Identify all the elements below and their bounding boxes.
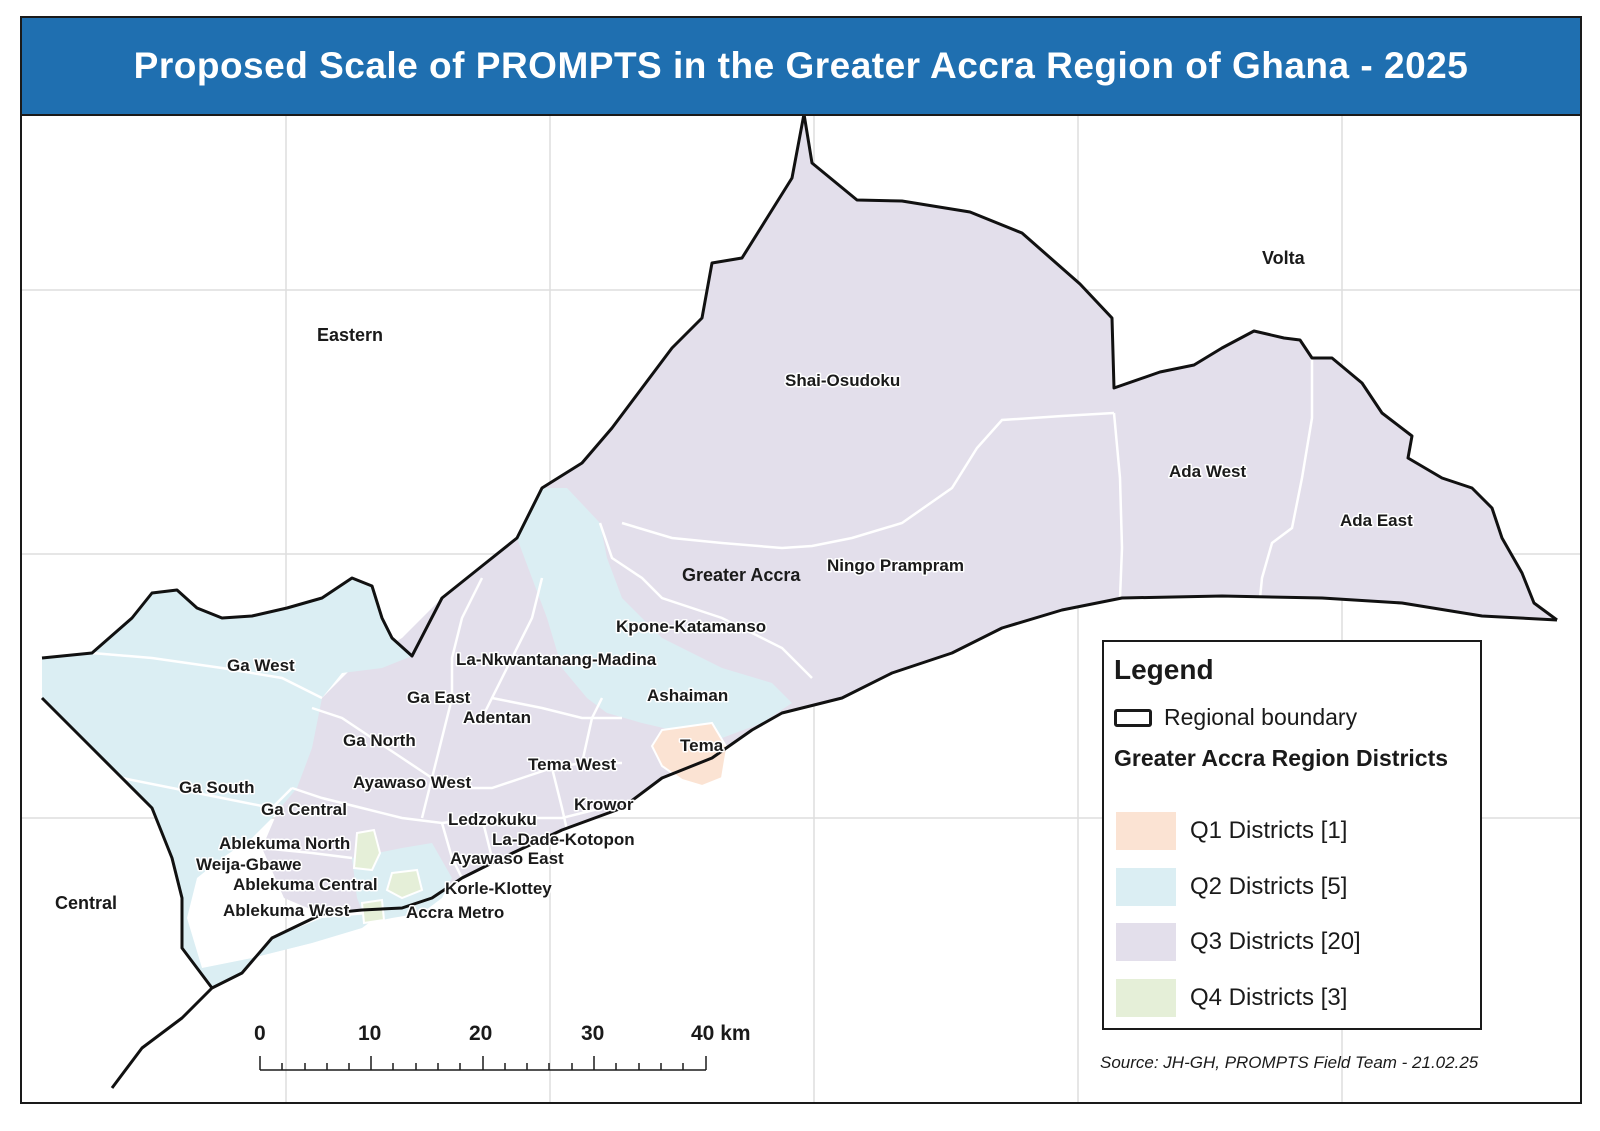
label-ga-north: Ga North <box>343 731 416 750</box>
map-canvas[interactable]: Eastern Volta Central Shai-Osudoku Ada W… <box>22 18 1582 1104</box>
q2-swatch-icon <box>1116 868 1176 906</box>
legend-boundary-label: Regional boundary <box>1164 704 1358 730</box>
label-kpone-katamanso: Kpone-Katamanso <box>616 617 766 636</box>
legend-item-q3: Q3 Districts [20] <box>1116 923 1361 961</box>
q3-swatch-icon <box>1116 923 1176 961</box>
boundary-swatch-icon <box>1114 708 1152 727</box>
label-ablekuma-north: Ablekuma North <box>219 834 350 853</box>
legend-label-q1: Q1 Districts [1] <box>1190 817 1348 844</box>
map-title: Proposed Scale of PROMPTS in the Greater… <box>133 45 1469 86</box>
coastline <box>110 594 1558 1089</box>
region-q2-kpone[interactable] <box>517 488 792 738</box>
label-central: Central <box>55 893 117 913</box>
scale-bar-ruler <box>259 1056 707 1071</box>
region-q3-area[interactable] <box>262 114 1557 914</box>
scale-tick-20: 20 <box>469 1022 492 1045</box>
region-q4-b[interactable] <box>385 868 424 900</box>
label-ningo-prampram: Ningo Prampram <box>827 556 964 575</box>
legend-item-q1: Q1 Districts [1] <box>1116 812 1347 850</box>
legend-boundary-row: Regional boundary <box>1114 704 1357 731</box>
label-ashaiman: Ashaiman <box>647 686 728 705</box>
label-ada-west: Ada West <box>1169 462 1246 481</box>
scale-bar: 0 10 20 30 40 km <box>254 1022 751 1071</box>
label-greater-accra: Greater Accra <box>682 565 801 585</box>
label-shai-osudoku: Shai-Osudoku <box>785 371 900 390</box>
label-weija-gbawe: Weija-Gbawe <box>196 855 302 874</box>
label-ga-central: Ga Central <box>261 800 347 819</box>
legend-item-q2: Q2 Districts [5] <box>1116 868 1347 906</box>
region-q4-a[interactable] <box>352 828 382 872</box>
legend-label-q4: Q4 Districts [3] <box>1190 984 1348 1011</box>
scale-tick-40: 40 km <box>691 1022 751 1045</box>
regional-boundary <box>802 113 1558 622</box>
scale-tick-10: 10 <box>358 1022 381 1045</box>
central-boundary <box>40 696 214 989</box>
label-krowor: Krowor <box>574 795 634 814</box>
scale-tick-30: 30 <box>581 1022 604 1045</box>
region-q4-c[interactable] <box>360 898 386 925</box>
label-ayawaso-west: Ayawaso West <box>353 773 471 792</box>
legend-item-q4: Q4 Districts [3] <box>1116 979 1347 1017</box>
label-tema: Tema <box>680 736 724 755</box>
district-boundaries <box>91 358 1314 879</box>
label-ayawaso-east: Ayawaso East <box>450 849 564 868</box>
label-ablekuma-west: Ablekuma West <box>223 901 350 920</box>
label-volta: Volta <box>1262 248 1306 268</box>
label-la-dade-kotopon: La-Dade-Kotopon <box>492 830 635 849</box>
q4-swatch-icon <box>1116 979 1176 1017</box>
legend-label-q2: Q2 Districts [5] <box>1190 873 1348 900</box>
label-ga-west: Ga West <box>227 656 295 675</box>
label-eastern: Eastern <box>317 325 383 345</box>
regional-boundary-west <box>41 113 806 660</box>
label-la-nkwantanang-madina: La-Nkwantanang-Madina <box>456 650 657 669</box>
label-adentan: Adentan <box>463 708 531 727</box>
legend: Legend Regional boundary Greater Accra R… <box>1102 640 1482 1030</box>
scale-tick-0: 0 <box>254 1022 266 1045</box>
legend-subtitle: Greater Accra Region Districts <box>1114 745 1449 771</box>
label-korle-klottey: Korle-Klottey <box>445 879 552 898</box>
map-frame: Eastern Volta Central Shai-Osudoku Ada W… <box>20 16 1582 1104</box>
region-q2-west[interactable] <box>42 578 412 988</box>
legend-label-q3: Q3 Districts [20] <box>1190 928 1361 955</box>
label-ledzokuku: Ledzokuku <box>448 810 537 829</box>
label-ga-south: Ga South <box>179 778 255 797</box>
region-q1-tema[interactable] <box>650 721 729 788</box>
label-ablekuma-central: Ablekuma Central <box>233 875 378 894</box>
label-ada-east: Ada East <box>1340 511 1413 530</box>
label-ga-east: Ga East <box>407 688 471 707</box>
label-tema-west: Tema West <box>528 755 617 774</box>
source-note: Source: JH-GH, PROMPTS Field Team - 21.0… <box>1100 1053 1479 1072</box>
q1-swatch-icon <box>1116 812 1176 850</box>
title-bar: Proposed Scale of PROMPTS in the Greater… <box>22 18 1580 116</box>
label-accra-metro: Accra Metro <box>406 903 504 922</box>
legend-title: Legend <box>1114 654 1214 685</box>
